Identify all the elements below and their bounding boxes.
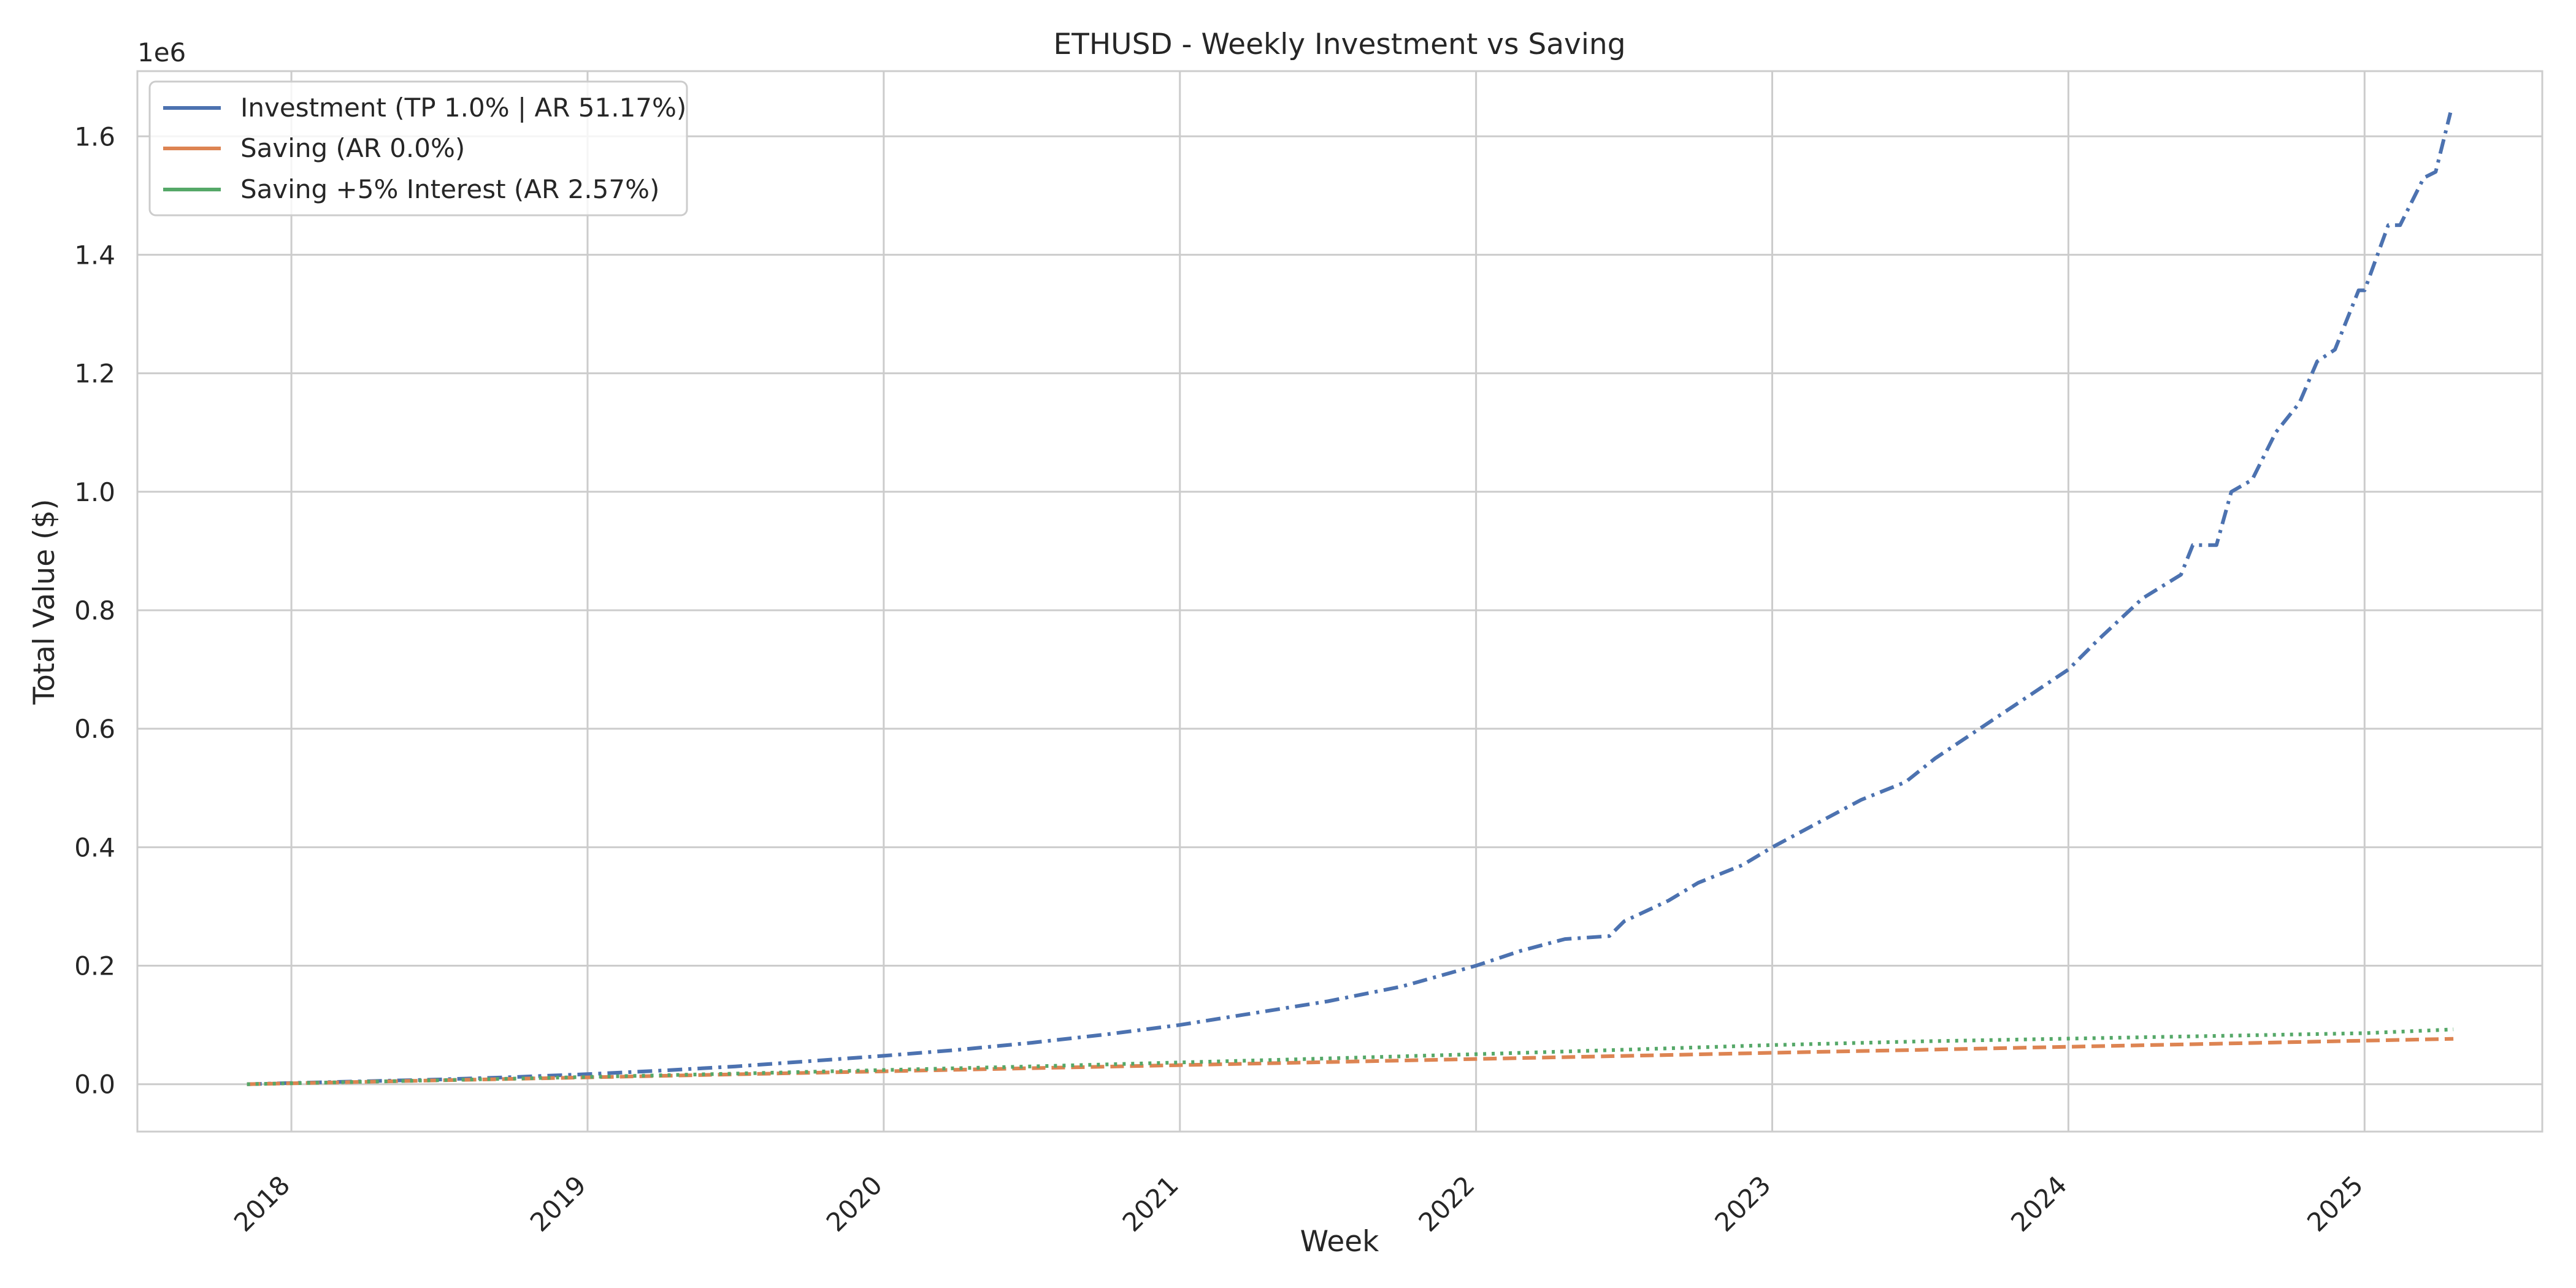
y-tick-label: 1.2 — [74, 359, 115, 389]
x-tick-label: 2021 — [1117, 1170, 1184, 1237]
legend-label-investment: Investment (TP 1.0% | AR 51.17%) — [240, 93, 686, 123]
y-tick-label: 0.2 — [74, 951, 115, 981]
y-tick-label: 1.6 — [74, 121, 115, 151]
y-tick-label: 0.6 — [74, 714, 115, 744]
x-tick-label: 2024 — [2005, 1170, 2072, 1237]
y-tick-label: 1.0 — [74, 477, 115, 507]
y-tick-label: 0.8 — [74, 596, 115, 626]
x-tick-label: 2018 — [228, 1170, 296, 1237]
series-layer — [247, 112, 2454, 1086]
y-tick-label: 0.0 — [74, 1070, 115, 1100]
legend-label-saving-interest: Saving +5% Interest (AR 2.57%) — [240, 174, 659, 204]
x-tick-label: 2019 — [524, 1170, 592, 1237]
x-tick-label: 2023 — [1709, 1170, 1776, 1237]
grid-layer — [137, 71, 2542, 1132]
y-tick-label: 1.4 — [74, 240, 115, 270]
x-tick-label: 2022 — [1413, 1170, 1480, 1237]
saving-line — [247, 1037, 2454, 1086]
y-tick-label: 0.4 — [74, 832, 115, 862]
y-tick-labels: 0.0 0.2 0.4 0.6 0.8 1.0 1.2 1.4 1.6 — [74, 121, 115, 1099]
legend-box — [148, 80, 688, 217]
investment-line — [247, 112, 2453, 1086]
y-offset-text: 1e6 — [137, 37, 186, 67]
legend: Investment (TP 1.0% | AR 51.17%) Saving … — [148, 80, 688, 217]
x-tick-label: 2020 — [821, 1170, 888, 1237]
legend-label-saving: Saving (AR 0.0%) — [240, 133, 465, 163]
x-tick-labels: 2018 2019 2020 2021 2022 2023 2024 2025 — [228, 1170, 2369, 1237]
x-axis-label: Week — [1300, 1225, 1380, 1259]
saving-interest-line — [247, 1027, 2454, 1086]
y-axis-label: Total Value ($) — [28, 499, 61, 705]
plot-frame — [136, 70, 2543, 1133]
chart-title: ETHUSD - Weekly Investment vs Saving — [1053, 28, 1625, 61]
x-tick-label: 2025 — [2301, 1170, 2369, 1237]
